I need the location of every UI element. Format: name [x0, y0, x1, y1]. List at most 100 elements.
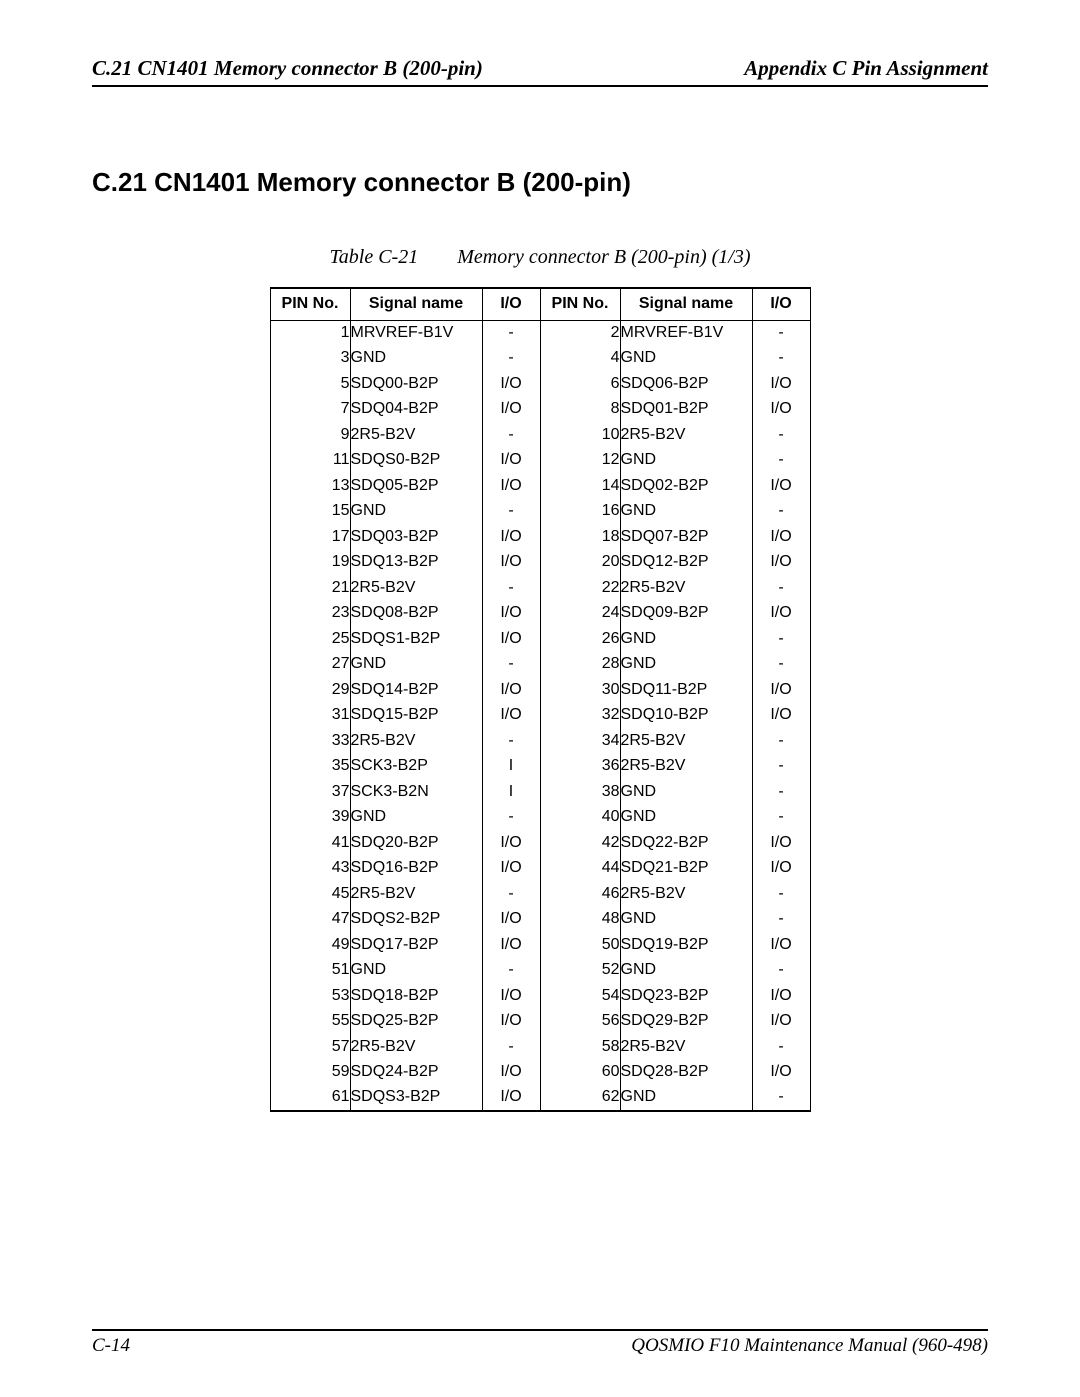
cell-signal1: SDQ05-B2P: [350, 473, 482, 499]
cell-io1: I/O: [482, 601, 540, 627]
cell-signal1: 2R5-B2V: [350, 1034, 482, 1060]
cell-pin1: 53: [270, 983, 350, 1009]
table-row: 39GND-40GND-: [270, 805, 810, 831]
cell-io2: I/O: [752, 830, 810, 856]
cell-pin1: 15: [270, 499, 350, 525]
table-row: 13SDQ05-B2PI/O14SDQ02-B2PI/O: [270, 473, 810, 499]
cell-signal2: 2R5-B2V: [620, 728, 752, 754]
cell-io1: -: [482, 652, 540, 678]
cell-pin2: 32: [540, 703, 620, 729]
cell-signal2: SDQ29-B2P: [620, 1009, 752, 1035]
cell-pin2: 48: [540, 907, 620, 933]
cell-signal2: SDQ09-B2P: [620, 601, 752, 627]
col-header-signal1: Signal name: [350, 288, 482, 320]
cell-io2: I/O: [752, 524, 810, 550]
table-row: 37SCK3-B2NI38GND-: [270, 779, 810, 805]
table-caption-text: Memory connector B (200-pin) (1/3): [457, 246, 750, 268]
cell-io2: I/O: [752, 550, 810, 576]
table-row: 25SDQS1-B2PI/O26GND-: [270, 626, 810, 652]
cell-io2: -: [752, 422, 810, 448]
table-row: 59SDQ24-B2PI/O60SDQ28-B2PI/O: [270, 1060, 810, 1086]
cell-signal1: SDQS3-B2P: [350, 1085, 482, 1111]
table-row: 35SCK3-B2PI362R5-B2V-: [270, 754, 810, 780]
cell-io2: -: [752, 346, 810, 372]
cell-signal1: SCK3-B2N: [350, 779, 482, 805]
cell-pin2: 8: [540, 397, 620, 423]
cell-io1: I/O: [482, 1009, 540, 1035]
cell-signal1: SDQ15-B2P: [350, 703, 482, 729]
cell-pin1: 19: [270, 550, 350, 576]
cell-io1: I/O: [482, 1085, 540, 1111]
cell-io2: I/O: [752, 371, 810, 397]
table-row: 27GND-28GND-: [270, 652, 810, 678]
cell-io2: -: [752, 805, 810, 831]
cell-io2: -: [752, 320, 810, 346]
cell-signal1: SDQ24-B2P: [350, 1060, 482, 1086]
cell-io1: I/O: [482, 703, 540, 729]
cell-signal1: SDQ04-B2P: [350, 397, 482, 423]
cell-signal2: GND: [620, 779, 752, 805]
cell-io2: I/O: [752, 1060, 810, 1086]
cell-io2: -: [752, 652, 810, 678]
cell-pin1: 43: [270, 856, 350, 882]
cell-io1: -: [482, 881, 540, 907]
cell-pin1: 59: [270, 1060, 350, 1086]
cell-signal2: GND: [620, 499, 752, 525]
cell-pin1: 7: [270, 397, 350, 423]
cell-signal2: 2R5-B2V: [620, 575, 752, 601]
cell-signal2: SDQ19-B2P: [620, 932, 752, 958]
table-row: 23SDQ08-B2PI/O24SDQ09-B2PI/O: [270, 601, 810, 627]
table-row: 43SDQ16-B2PI/O44SDQ21-B2PI/O: [270, 856, 810, 882]
table-row: 19SDQ13-B2PI/O20SDQ12-B2PI/O: [270, 550, 810, 576]
cell-signal2: MRVREF-B1V: [620, 320, 752, 346]
cell-signal1: GND: [350, 805, 482, 831]
cell-io2: I/O: [752, 473, 810, 499]
cell-io2: I/O: [752, 1009, 810, 1035]
cell-pin1: 35: [270, 754, 350, 780]
cell-signal1: 2R5-B2V: [350, 881, 482, 907]
cell-pin1: 13: [270, 473, 350, 499]
cell-pin2: 36: [540, 754, 620, 780]
cell-signal2: SDQ02-B2P: [620, 473, 752, 499]
cell-signal2: 2R5-B2V: [620, 881, 752, 907]
cell-signal2: SDQ23-B2P: [620, 983, 752, 1009]
cell-io2: -: [752, 499, 810, 525]
table-row: 15GND-16GND-: [270, 499, 810, 525]
cell-io1: I/O: [482, 830, 540, 856]
table-row: 3GND-4GND-: [270, 346, 810, 372]
cell-pin1: 37: [270, 779, 350, 805]
cell-pin1: 47: [270, 907, 350, 933]
cell-signal1: GND: [350, 346, 482, 372]
cell-io1: I/O: [482, 983, 540, 1009]
table-row: 61SDQS3-B2PI/O62GND-: [270, 1085, 810, 1111]
cell-io1: -: [482, 575, 540, 601]
table-row: 41SDQ20-B2PI/O42SDQ22-B2PI/O: [270, 830, 810, 856]
cell-signal2: 2R5-B2V: [620, 1034, 752, 1060]
cell-pin2: 4: [540, 346, 620, 372]
cell-signal2: SDQ07-B2P: [620, 524, 752, 550]
cell-signal2: GND: [620, 652, 752, 678]
table-row: 332R5-B2V-342R5-B2V-: [270, 728, 810, 754]
cell-signal2: GND: [620, 805, 752, 831]
cell-io2: -: [752, 626, 810, 652]
cell-signal2: GND: [620, 907, 752, 933]
cell-signal1: SDQ17-B2P: [350, 932, 482, 958]
table-row: 11SDQS0-B2PI/O12GND-: [270, 448, 810, 474]
col-header-signal2: Signal name: [620, 288, 752, 320]
cell-signal2: GND: [620, 626, 752, 652]
section-title: C.21 CN1401 Memory connector B (200-pin): [92, 167, 988, 198]
cell-signal1: SDQ16-B2P: [350, 856, 482, 882]
cell-pin2: 58: [540, 1034, 620, 1060]
col-header-io2: I/O: [752, 288, 810, 320]
cell-io1: I: [482, 754, 540, 780]
cell-pin1: 5: [270, 371, 350, 397]
table-caption-number: Table C-21: [330, 246, 419, 268]
cell-pin1: 51: [270, 958, 350, 984]
cell-io1: I/O: [482, 1060, 540, 1086]
cell-signal1: 2R5-B2V: [350, 422, 482, 448]
cell-signal2: GND: [620, 448, 752, 474]
table-row: 53SDQ18-B2PI/O54SDQ23-B2PI/O: [270, 983, 810, 1009]
cell-signal1: SDQ08-B2P: [350, 601, 482, 627]
cell-pin2: 42: [540, 830, 620, 856]
cell-io2: -: [752, 728, 810, 754]
